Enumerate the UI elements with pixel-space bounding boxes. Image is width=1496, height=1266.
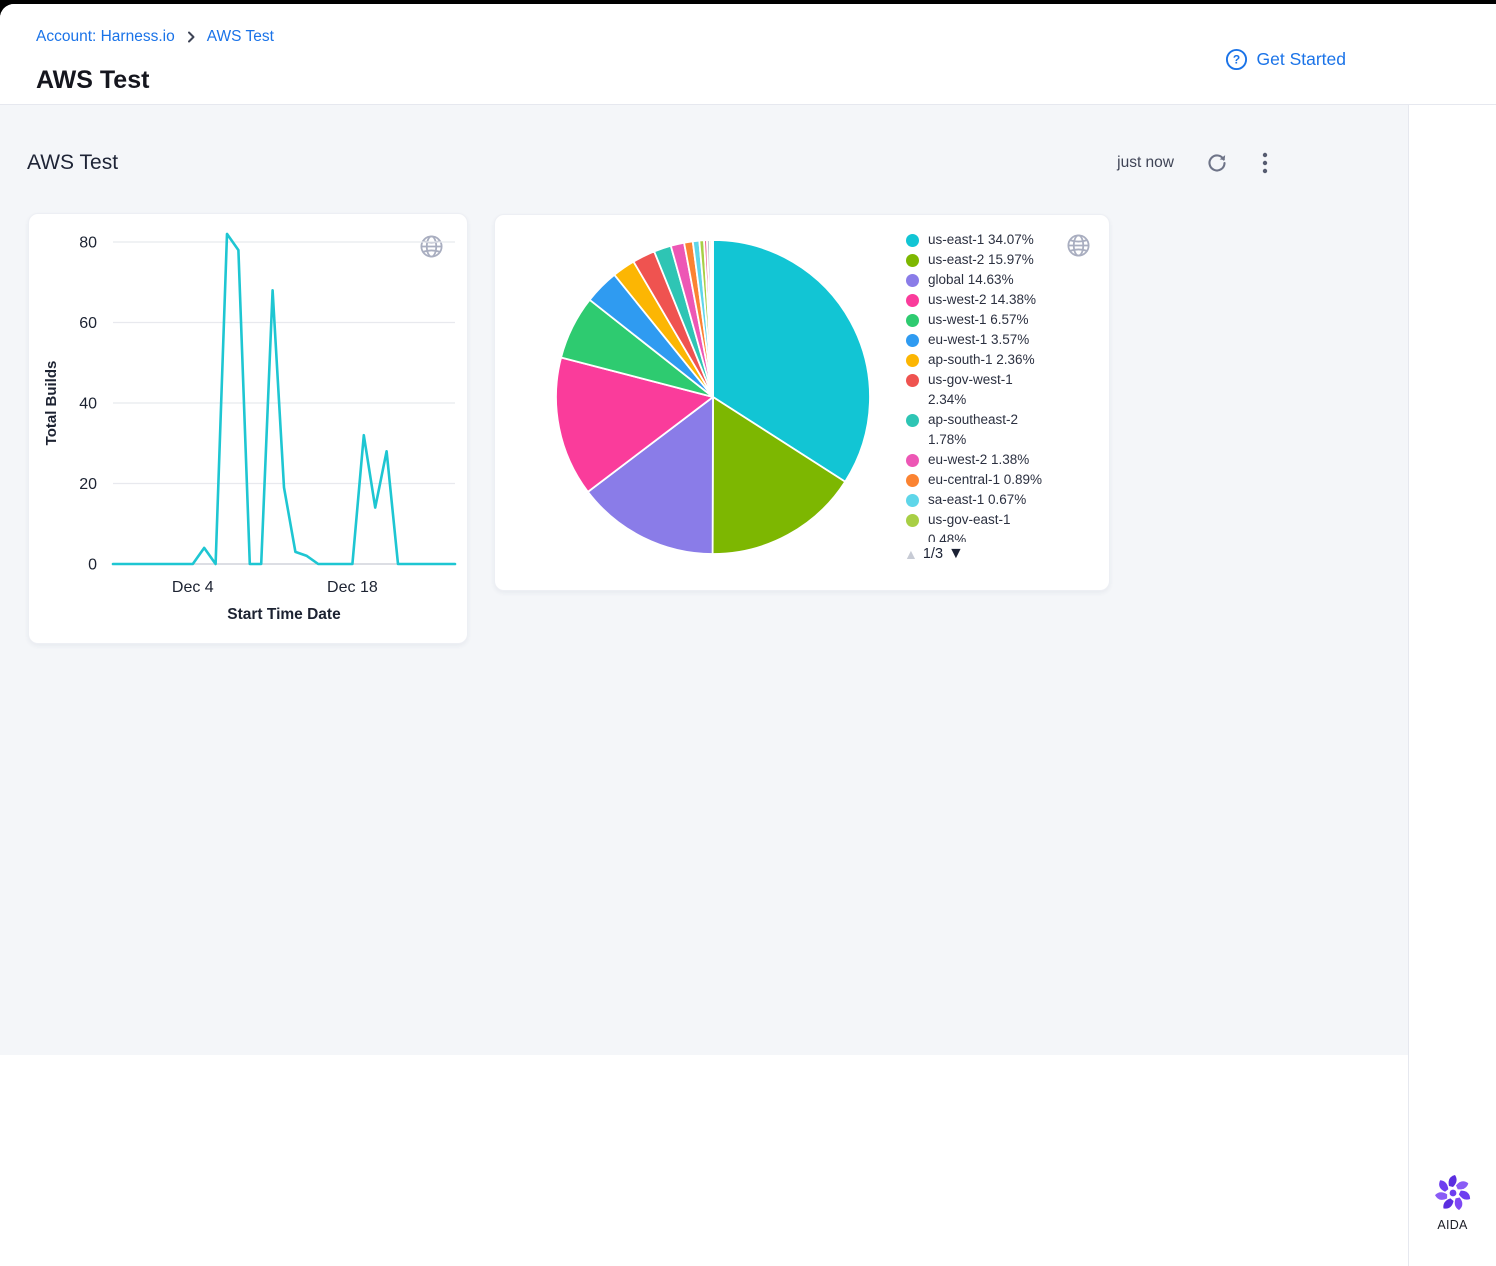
legend-label: eu-central-1 0.89% [928, 472, 1043, 487]
legend-item-us-west-1[interactable]: us-west-1 6.57% [906, 310, 1086, 330]
legend-item-ap-southeast-2[interactable]: ap-southeast-2 1.78% [906, 410, 1086, 450]
legend-dot [906, 474, 919, 487]
total-builds-line-chart-card: 0 20 40 60 80 Dec 4 Dec 18 Start Time Date Total… [28, 213, 468, 644]
dashboard-title: AWS Test [27, 151, 119, 174]
legend-dot [906, 254, 919, 267]
kebab-menu-icon [1262, 152, 1268, 174]
svg-text:?: ? [1232, 53, 1239, 67]
aida-button[interactable]: AIDA [1433, 1173, 1473, 1232]
line-chart[interactable]: 0 20 40 60 80 Dec 4 Dec 18 Start Time Date Total… [29, 214, 467, 643]
legend-dot [906, 414, 919, 427]
line-series[interactable] [111, 232, 457, 566]
refresh-button[interactable] [1204, 150, 1230, 176]
legend-dot [906, 494, 919, 507]
legend-label: eu-west-2 1.38% [928, 452, 1030, 467]
y-axis-title: Total Builds [43, 361, 60, 446]
y-tick-label: 20 [79, 476, 97, 493]
legend-pagination: ▲ 1/3 ▼ [904, 545, 964, 563]
pie-slice-global[interactable] [587, 396, 714, 555]
pie-slice[interactable] [710, 239, 714, 398]
aida-petal [1442, 1198, 1454, 1209]
legend-label: ap-southeast-2 1.78% [928, 412, 1019, 447]
legend-dot [906, 334, 919, 347]
legend-dot [906, 454, 919, 467]
aida-petal [1454, 1197, 1462, 1211]
legend-label: us-gov-west-1 2.34% [928, 372, 1013, 407]
legend-label: eu-west-1 3.57% [928, 332, 1030, 347]
legend-item-us-gov-east-1[interactable]: us-gov-east-1 0.48% [906, 510, 1086, 542]
legend-page-up-icon[interactable]: ▲ [904, 546, 918, 562]
legend-dot [906, 514, 919, 527]
dashboard-area: AWS Test just now [0, 105, 1408, 1055]
pie-slice-us-west-2[interactable] [555, 356, 714, 493]
legend-label: global 14.63% [928, 272, 1014, 287]
legend-item-us-west-2[interactable]: us-west-2 14.38% [906, 290, 1086, 310]
breadcrumb-current-link[interactable]: AWS Test [206, 28, 274, 45]
legend-dot [906, 314, 919, 327]
app-window: Account: Harness.io AWS Test AWS Test ? … [0, 4, 1496, 1266]
pie-slice-us-east-2[interactable] [711, 396, 847, 555]
legend-label: us-east-1 34.07% [928, 232, 1034, 247]
aida-petal [1455, 1181, 1468, 1190]
breadcrumb-chevron-icon [185, 31, 197, 43]
pie-legend: us-east-1 34.07% us-east-2 15.97% global 1… [906, 230, 1086, 542]
kebab-menu-button[interactable] [1260, 149, 1270, 177]
page-header: Account: Harness.io AWS Test AWS Test ? … [0, 4, 1496, 105]
last-refreshed-label: just now [1117, 154, 1174, 171]
help-circle-icon: ? [1225, 48, 1248, 71]
breadcrumb: Account: Harness.io AWS Test [36, 28, 274, 46]
y-tick-label: 80 [79, 235, 97, 252]
region-pie-chart-card: us-east-1 34.07% us-east-2 15.97% global 1… [494, 214, 1110, 591]
x-tick-label: Dec 18 [327, 579, 378, 596]
legend-page-down-icon[interactable]: ▼ [948, 545, 964, 562]
legend-item-us-east-2[interactable]: us-east-2 15.97% [906, 250, 1086, 270]
legend-item-global[interactable]: global 14.63% [906, 270, 1086, 290]
page-title: AWS Test [36, 66, 150, 94]
globe-icon[interactable] [1065, 232, 1092, 262]
legend-dot [906, 294, 919, 307]
y-tick-label: 40 [79, 396, 97, 413]
legend-page-label: 1/3 [922, 546, 944, 562]
legend-item-eu-west-1[interactable]: eu-west-1 3.57% [906, 330, 1086, 350]
legend-label: us-gov-east-1 0.48% [928, 512, 1011, 542]
legend-dot [906, 374, 919, 387]
legend-label: sa-east-1 0.67% [928, 492, 1027, 507]
breadcrumb-account-link[interactable]: Account: Harness.io [36, 28, 175, 45]
legend-item-us-east-1[interactable]: us-east-1 34.07% [906, 230, 1086, 250]
x-axis-title: Start Time Date [227, 606, 341, 623]
pie-chart[interactable] [495, 215, 915, 592]
aida-petal [1438, 1180, 1448, 1192]
legend-dot [906, 274, 919, 287]
aida-flower-icon [1433, 1173, 1473, 1213]
y-tick-label: 60 [79, 315, 97, 332]
get-started-label: Get Started [1256, 49, 1347, 69]
legend-label: us-west-1 6.57% [928, 312, 1029, 327]
legend-dot [906, 234, 919, 247]
aida-petal [1434, 1192, 1447, 1200]
legend-item-sa-east-1[interactable]: sa-east-1 0.67% [906, 490, 1086, 510]
legend-label: us-east-2 15.97% [928, 252, 1034, 267]
get-started-button[interactable]: ? Get Started [1225, 48, 1347, 71]
aida-petal [1448, 1175, 1457, 1187]
legend-item-eu-central-1[interactable]: eu-central-1 0.89% [906, 470, 1086, 490]
aida-petal [1458, 1190, 1470, 1200]
legend-label: us-west-2 14.38% [928, 292, 1037, 307]
right-rail: AIDA [1408, 105, 1496, 1266]
legend-item-ap-south-1[interactable]: ap-south-1 2.36% [906, 350, 1086, 370]
legend-item-us-gov-west-1[interactable]: us-gov-west-1 2.34% [906, 370, 1086, 410]
legend-item-eu-west-2[interactable]: eu-west-2 1.38% [906, 450, 1086, 470]
legend-dot [906, 354, 919, 367]
y-tick-label: 0 [88, 557, 97, 574]
x-tick-label: Dec 4 [172, 579, 214, 596]
aida-label: AIDA [1437, 1218, 1468, 1232]
refresh-icon [1208, 154, 1226, 172]
dashboard-actions: just now [1117, 149, 1270, 177]
legend-label: ap-south-1 2.36% [928, 352, 1035, 367]
